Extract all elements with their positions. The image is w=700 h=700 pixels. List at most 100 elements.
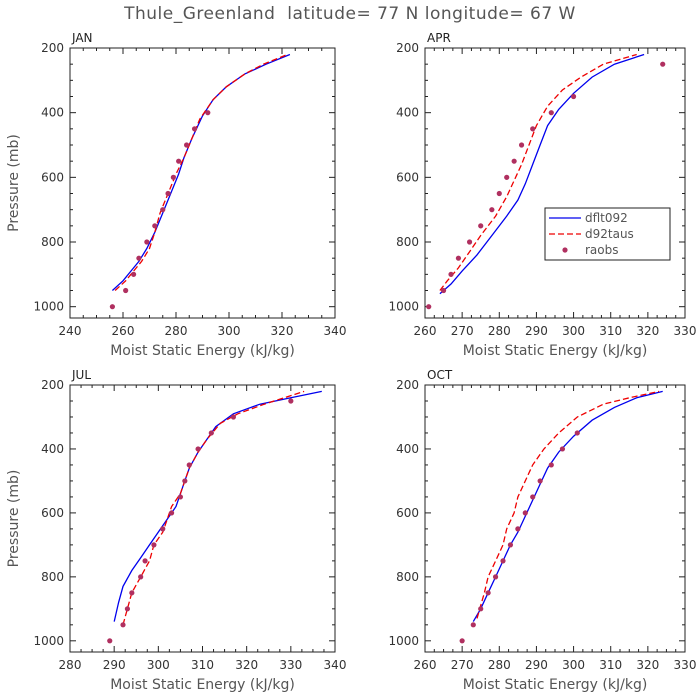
x-tick-label: 290 [525,658,548,672]
raobs-point [478,606,484,612]
raobs-point [559,446,566,452]
raobs-point [448,271,454,277]
panel-label: JAN [71,31,93,45]
x-tick-label: 300 [218,324,241,338]
figure-title: Thule_Greenland latitude= 77 N longitude… [124,4,576,24]
raobs-point [151,542,157,548]
panel-label: JUL [71,368,91,382]
y-tick-label: 600 [396,506,419,520]
raobs-point [288,398,294,404]
x-axis-label: Moist Static Energy (kJ/kg) [463,677,648,693]
raobs-point [184,142,190,148]
d92taus-line [114,53,288,291]
raobs-point [515,526,521,532]
x-tick-label: 260 [112,324,135,338]
y-tick-label: 200 [396,41,419,55]
raobs-point [170,174,176,180]
raobs-point [131,271,137,277]
legend-label: dflt092 [585,211,628,225]
raobs-point [660,61,666,67]
x-axis-label: Moist Static Energy (kJ/kg) [110,343,295,359]
raobs-point [230,414,237,420]
panel-label: APR [427,31,451,45]
raobs-point [124,606,131,612]
x-tick-label: 240 [59,324,82,338]
x-tick-label: 260 [414,324,437,338]
panel-jan: 240 260 280 300 320 340 200 400 600 800 1000 JAN Moi… [6,31,346,359]
raobs-point [518,142,525,148]
y-tick-label: 1000 [33,634,64,648]
raobs-point [182,478,188,484]
legend-marker [562,247,568,253]
raobs-point [492,574,499,580]
x-tick-label: 300 [147,658,170,672]
x-tick-label: 320 [636,324,659,338]
d92taus-line [122,390,305,625]
y-tick-label: 600 [396,170,419,184]
x-tick-label: 330 [279,658,302,672]
x-tick-label: 310 [599,658,622,672]
legend: dflt092 d92taus raobs [544,207,671,261]
raobs-point [152,223,158,229]
raobs-point [195,446,201,452]
panel-jul: 280 290 300 310 320 330 340 200 400 600 800 1000 JUL… [6,368,346,693]
y-tick-label: 800 [41,235,64,249]
y-tick-label: 200 [41,378,64,392]
raobs-point [500,558,506,564]
y-axis-label: Pressure (mb) [6,134,22,232]
y-tick-label: 1000 [388,634,419,648]
raobs-point [176,158,182,164]
d92taus-line [439,53,637,291]
raobs-point [530,126,536,132]
raobs-point [186,462,192,468]
raobs-point [160,526,166,532]
x-tick-label: 310 [599,324,622,338]
raobs-point [177,494,184,500]
x-tick-label: 320 [636,658,659,672]
raobs-point [485,590,491,596]
y-tick-label: 1000 [388,300,419,314]
x-tick-label: 340 [324,324,347,338]
raobs-point [440,287,447,294]
dflt092-line [472,390,663,622]
plot-frame [424,47,686,319]
y-tick-label: 400 [396,106,419,120]
y-tick-label: 600 [41,506,64,520]
y-tick-label: 1000 [33,300,64,314]
raobs-point [507,542,514,548]
raobs-point [138,574,144,580]
x-axis-label: Moist Static Energy (kJ/kg) [110,677,295,693]
raobs-point [511,158,517,164]
d92taus-line [476,390,660,619]
raobs-point [522,510,528,516]
x-tick-label: 270 [451,324,474,338]
raobs-point [168,510,175,516]
dflt092-line [111,53,291,291]
plot-frame [69,47,336,319]
y-tick-label: 600 [41,170,64,184]
panel-label: OCT [427,368,453,382]
x-tick-label: 290 [525,324,548,338]
raobs-point [537,478,543,484]
x-tick-label: 320 [235,658,258,672]
x-tick-label: 330 [674,324,697,338]
raobs-point [208,430,214,436]
raobs-point [426,304,432,310]
x-tick-label: 310 [191,658,214,672]
x-axis-label: Moist Static Energy (kJ/kg) [463,343,648,359]
y-tick-label: 800 [41,570,64,584]
raobs-point [205,110,211,116]
raobs-point [144,239,150,245]
y-tick-label: 400 [41,442,64,456]
raobs-point [165,190,171,197]
panel-apr: 260 270 280 290 300 310 320 330 200 400 600 800 1000… [388,31,696,359]
raobs-point [478,223,484,229]
x-tick-label: 280 [59,658,82,672]
y-axis-label: Pressure (mb) [6,470,22,568]
plot-frame [424,384,686,653]
x-tick-label: 290 [103,658,126,672]
raobs-point [574,430,580,436]
x-tick-label: 320 [271,324,294,338]
raobs-point [548,110,554,116]
